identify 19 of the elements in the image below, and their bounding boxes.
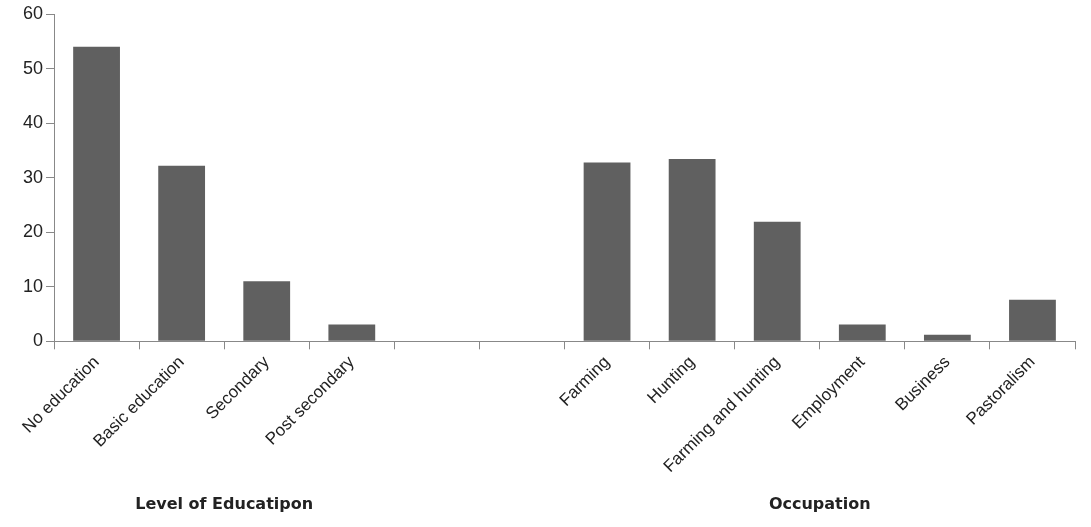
bar xyxy=(668,159,716,341)
y-tick-label: 40 xyxy=(22,112,44,133)
bar xyxy=(243,281,291,341)
bar xyxy=(583,162,631,341)
text: Occupation xyxy=(768,494,871,513)
y-tick-label: 20 xyxy=(22,221,44,242)
text: Level of Educatipon xyxy=(135,494,314,513)
bar xyxy=(158,165,206,341)
y-tick-label: 30 xyxy=(22,166,44,187)
bar xyxy=(753,221,801,341)
bar xyxy=(923,334,971,341)
bar xyxy=(1009,299,1056,341)
y-tick-label: 50 xyxy=(22,57,44,78)
bar xyxy=(838,324,886,341)
y-tick-label: 10 xyxy=(22,275,44,296)
bar xyxy=(73,46,120,341)
bar xyxy=(328,324,376,341)
y-tick-label: 60 xyxy=(22,2,44,23)
y-tick-label: 0 xyxy=(33,330,44,351)
